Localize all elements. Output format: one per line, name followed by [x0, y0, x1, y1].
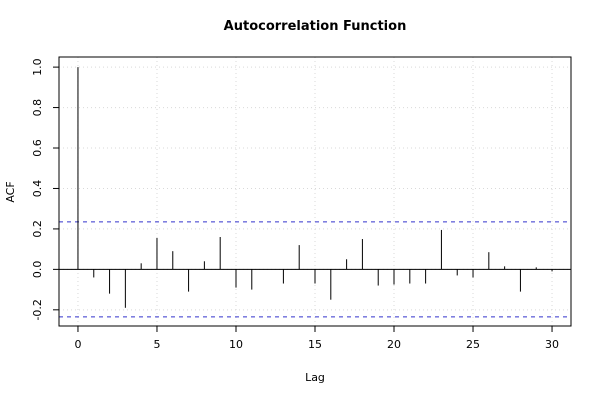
acf-bars — [77, 67, 553, 308]
y-tick-label: 0.4 — [31, 180, 44, 198]
y-tick-label: 1.0 — [31, 58, 44, 76]
plot-frame — [58, 56, 572, 327]
chart-title: Autocorrelation Function — [224, 19, 407, 34]
x-tick-label: 30 — [545, 338, 559, 351]
axes: 0 5 10 15 20 25 30 -0.2 0.0 0.2 0.4 0.6 0.8 1.0 — [31, 58, 571, 351]
x-tick-label: 20 — [387, 338, 401, 351]
x-tick-label: 15 — [308, 338, 322, 351]
y-axis-label: ACF — [4, 181, 17, 202]
y-tick-label: 0.0 — [31, 261, 44, 279]
x-tick-label: 10 — [229, 338, 243, 351]
x-axis-label: Lag — [305, 371, 325, 384]
y-tick-label: 0.6 — [31, 139, 44, 157]
y-tick-label: 0.8 — [31, 99, 44, 117]
y-tick-label: 0.2 — [31, 220, 44, 238]
confidence-bounds — [59, 221, 571, 318]
x-tick-label: 25 — [466, 338, 480, 351]
y-tick-label: -0.2 — [31, 299, 44, 320]
grid-lines — [59, 57, 571, 326]
x-tick-label: 5 — [153, 338, 160, 351]
x-tick-label: 0 — [74, 338, 81, 351]
